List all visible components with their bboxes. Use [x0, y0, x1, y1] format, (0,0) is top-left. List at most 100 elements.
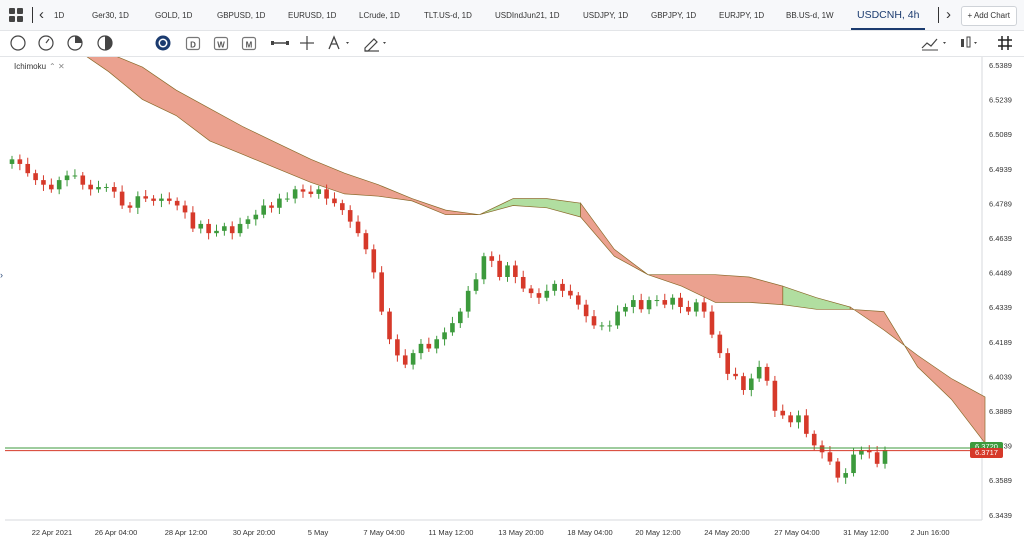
- tab-bb[interactable]: BB.US-d, 1W: [786, 11, 834, 20]
- calendar-m-icon[interactable]: M: [240, 34, 258, 52]
- tab-ger30[interactable]: Ger30, 1D: [92, 11, 129, 20]
- candle-body: [796, 415, 801, 423]
- candle-body: [615, 311, 620, 326]
- clock-tool-icon[interactable]: [37, 34, 55, 52]
- candle-body: [520, 276, 526, 289]
- candle-body: [638, 300, 644, 310]
- candle-body: [418, 343, 424, 354]
- price-tick-label: 6.3589: [989, 476, 1012, 485]
- tab-gold[interactable]: GOLD, 1D: [155, 11, 193, 20]
- candle-body: [607, 325, 613, 327]
- candle-body: [49, 184, 54, 190]
- scroll-tabs-right-icon[interactable]: ›: [946, 6, 951, 23]
- chart-style-icon[interactable]: [920, 34, 950, 52]
- candle-body: [17, 159, 23, 164]
- tab-usdjpy[interactable]: USDJPY, 1D: [583, 11, 629, 20]
- candle-body: [340, 203, 345, 211]
- candle-body: [560, 283, 565, 291]
- time-tick-label: 20 May 12:00: [635, 528, 680, 537]
- indicator-controls-icon[interactable]: ⌃ ✕: [49, 62, 65, 71]
- candle-body: [457, 311, 463, 324]
- candle-body: [25, 163, 31, 174]
- price-tick-label: 6.3889: [989, 407, 1012, 416]
- target-tool-icon[interactable]: [154, 34, 172, 52]
- tab-1d[interactable]: 1D: [54, 11, 65, 20]
- candle-body: [693, 302, 699, 312]
- crosshair-icon[interactable]: [298, 34, 316, 52]
- candle-body: [80, 175, 86, 185]
- chart-area[interactable]: 6.5389 6.5239 6.5089 6.4939 6.4789 6.4639 6.44…: [0, 45, 1024, 542]
- tab-usdcnh-active[interactable]: USDCNH, 4h: [851, 0, 926, 30]
- text-tool-icon[interactable]: [326, 34, 352, 52]
- tab-eurjpy[interactable]: EURJPY, 1D: [719, 11, 765, 20]
- candle-body: [481, 256, 487, 280]
- add-chart-button[interactable]: + Add Chart: [960, 6, 1017, 26]
- pencil-tool-icon[interactable]: [362, 34, 390, 52]
- tab-usdindjun21[interactable]: USDIndJun21, 1D: [495, 11, 560, 20]
- candle-body: [41, 180, 46, 185]
- candle-body: [104, 187, 109, 189]
- layout-grid-icon[interactable]: [9, 8, 23, 22]
- candle-body: [827, 452, 833, 462]
- grid-toggle-icon[interactable]: [996, 34, 1014, 52]
- candle-body: [450, 323, 455, 333]
- candle-body: [9, 159, 15, 164]
- candle-body: [804, 415, 809, 434]
- candle-body: [190, 212, 196, 229]
- candle-body: [709, 311, 715, 335]
- price-tick-label: 6.4489: [989, 269, 1012, 278]
- ichimoku-indicator-label[interactable]: Ichimoku ⌃ ✕: [14, 62, 65, 71]
- tab-gbpjpy[interactable]: GBPJPY, 1D: [651, 11, 697, 20]
- expand-left-panel-icon[interactable]: ›: [0, 270, 3, 280]
- candle-body: [198, 223, 204, 229]
- candle-body: [277, 198, 282, 208]
- time-tick-label: 13 May 20:00: [498, 528, 543, 537]
- tab-gbpusd[interactable]: GBPUSD, 1D: [217, 11, 266, 20]
- candle-body: [261, 205, 266, 215]
- price-tick-label: 6.4939: [989, 165, 1012, 174]
- price-tick-label: 6.4639: [989, 234, 1012, 243]
- candle-body: [135, 196, 141, 208]
- candle-body: [568, 290, 573, 296]
- candle-body: [316, 189, 322, 194]
- tab-lcrude[interactable]: LCrude, 1D: [359, 11, 400, 20]
- tab-eurusd[interactable]: EURUSD, 1D: [288, 11, 337, 20]
- candle-body: [851, 454, 856, 474]
- drawing-toolbar: D W M: [0, 31, 1024, 57]
- svg-text:W: W: [217, 41, 225, 50]
- price-tick-label: 6.4189: [989, 338, 1012, 347]
- candle-body: [159, 198, 164, 201]
- half-circle-tool-icon[interactable]: [96, 34, 114, 52]
- chart-tab-bar: ‹ 1D Ger30, 1D GOLD, 1D GBPUSD, 1D EURUS…: [0, 0, 1024, 31]
- candle-body: [332, 198, 337, 204]
- candle-body: [756, 366, 762, 379]
- measure-tool-icon[interactable]: [270, 34, 290, 52]
- candle-body: [245, 219, 251, 224]
- price-tick-label: 6.5089: [989, 130, 1012, 139]
- calendar-w-icon[interactable]: W: [212, 34, 230, 52]
- candle-body: [119, 191, 125, 206]
- candle-type-icon[interactable]: [958, 34, 980, 52]
- candle-body: [843, 473, 848, 478]
- candle-body: [670, 297, 675, 305]
- candle-body: [379, 272, 384, 312]
- price-tick-label: 6.4339: [989, 303, 1012, 312]
- candlestick-chart[interactable]: 6.5389 6.5239 6.5089 6.4939 6.4789 6.4639 6.44…: [0, 45, 1024, 542]
- candle-body: [819, 445, 825, 453]
- candle-body: [64, 175, 70, 181]
- time-tick-label: 30 Apr 20:00: [233, 528, 276, 537]
- circle-tool-icon[interactable]: [9, 34, 27, 52]
- pie-tool-icon[interactable]: [66, 34, 84, 52]
- tab-tlt[interactable]: TLT.US-d, 1D: [424, 11, 472, 20]
- indicator-name: Ichimoku: [14, 62, 47, 71]
- candle-body: [772, 380, 778, 411]
- candle-body: [859, 449, 864, 455]
- candle-body: [780, 410, 786, 416]
- scroll-tabs-left-icon[interactable]: ‹: [39, 6, 44, 23]
- candle-body: [575, 295, 581, 305]
- candle-body: [513, 265, 518, 277]
- calendar-d-icon[interactable]: D: [184, 34, 202, 52]
- candle-body: [741, 376, 746, 391]
- candle-body: [811, 433, 817, 446]
- candle-body: [552, 283, 557, 291]
